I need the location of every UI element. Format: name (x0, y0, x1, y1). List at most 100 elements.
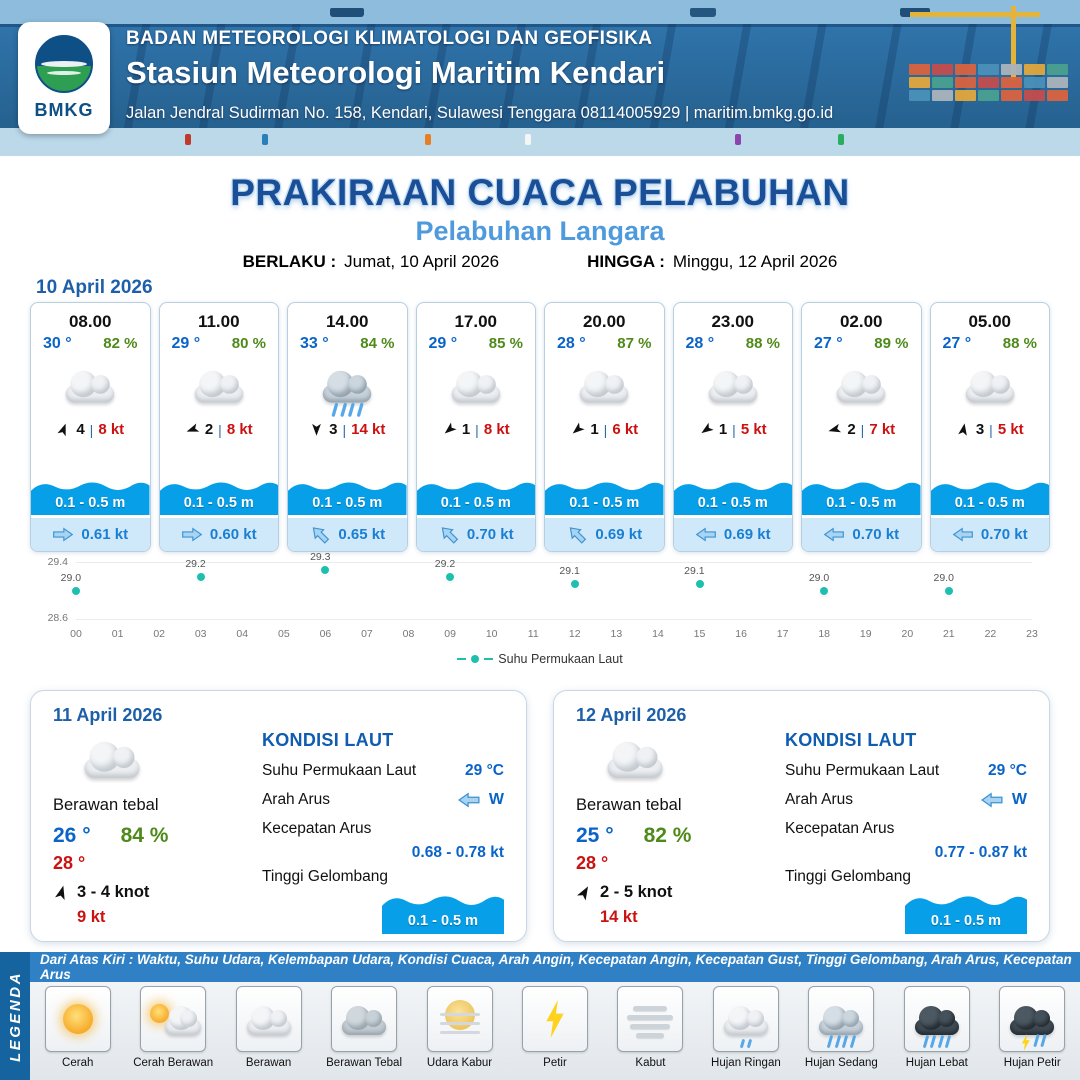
data-point (446, 573, 455, 581)
wave-height: 0.1 - 0.5 m (312, 495, 383, 511)
legend-label: Cerah Berawan (133, 1057, 214, 1069)
x-axis-tick: 01 (111, 628, 124, 640)
wind-row: 3 - 4 knot (53, 883, 256, 902)
legend-item: Kabut (603, 986, 698, 1069)
legend-icon-cloudy (235, 986, 302, 1052)
current-speed-label: Kecepatan Arus (784, 820, 895, 837)
hourly-forecast-card: 23.00 28 ° 88 % 1 | 5 kt 0.1 - 0.5 m 0.6… (672, 302, 793, 552)
legend-item: Berawan (221, 986, 316, 1069)
current-direction-icon (457, 791, 481, 809)
sst-label: Suhu Permukaan Laut (261, 762, 417, 779)
current-direction-icon (695, 526, 717, 543)
separator: | (732, 421, 736, 438)
daily-date: 12 April 2026 (576, 705, 687, 725)
humidity: 84 % (120, 824, 169, 847)
gust-speed: 6 kt (612, 421, 639, 438)
wind-row: 2 | 7 kt (802, 421, 921, 438)
air-temperature: 27 ° (942, 335, 972, 352)
wave-height-band: 0.1 - 0.5 m (802, 477, 921, 515)
legend-label: Udara Kabur (426, 1057, 493, 1069)
current-direction-label: Arah Arus (261, 791, 330, 808)
x-axis-tick: 20 (901, 628, 914, 640)
weather-icon-cloudy (160, 353, 279, 417)
legend-icon-fog (617, 986, 684, 1052)
wind-direction-icon (53, 884, 70, 901)
data-point (820, 587, 829, 595)
legend-icon-moderate-rain (808, 986, 875, 1052)
legend-label: Petir (543, 1057, 567, 1069)
surface-current-row: 0.60 kt (159, 518, 278, 551)
current-speed: 0.70 kt (980, 526, 1028, 543)
forecast-time: 23.00 (711, 312, 755, 331)
x-axis-tick: 07 (361, 628, 373, 640)
sst-value: 29 °C (988, 762, 1027, 779)
gust-speed: 8 kt (98, 421, 125, 438)
wave-height-box: 0.1 - 0.5 m (381, 890, 504, 934)
temperature-max: 28 ° (53, 853, 86, 873)
weather-icon-cloudy (31, 353, 150, 417)
legend-item: Hujan Lebat (889, 986, 984, 1069)
x-axis-labels: 00 01 02 03 04 05 06 07 08 09 10 11 12 13 14 15 16 17 18 19… (70, 628, 1038, 642)
forecast-time: 02.00 (839, 312, 883, 331)
legend-icon-thunderstorm (999, 986, 1066, 1052)
x-axis-tick: 06 (319, 628, 332, 640)
data-point-label: 29.2 (434, 557, 456, 570)
x-axis-tick: 15 (693, 628, 706, 640)
legend-icon-lightning (521, 986, 588, 1052)
legend-label: Cerah (62, 1057, 94, 1069)
hourly-forecast-card: 11.00 29 ° 80 % 2 | 8 kt 0.1 - 0.5 m 0.6… (158, 302, 279, 552)
wind-speed-value: 1 (461, 421, 471, 438)
wind-speed-value: 2 (204, 421, 214, 438)
page-title: PRAKIRAAN CUACA PELABUHAN (230, 172, 850, 213)
air-temperature: 28 ° (557, 335, 586, 352)
sea-conditions-title: KONDISI LAUT (261, 730, 394, 750)
current-direction-icon (52, 526, 74, 543)
gust-speed: 8 kt (483, 421, 510, 438)
temperature-max: 28 ° (576, 853, 609, 873)
humidity: 87 % (617, 335, 652, 352)
wave-height: 0.1 - 0.5 m (407, 913, 479, 929)
hourly-forecast-card: 14.00 33 ° 84 % 3 | 14 kt 0.1 - 0.5 m 0.… (287, 302, 408, 552)
wind-speed-value: 3 (329, 421, 338, 438)
current-direction-label: Arah Arus (784, 791, 853, 808)
forecast-date-heading: 10 April 2026 (36, 277, 153, 298)
current-direction-icon (181, 526, 203, 543)
y-axis-tick: 29.4 (47, 556, 68, 568)
legend-label: Kabut (635, 1057, 666, 1069)
sea-conditions-panel: KONDISI LAUT Suhu Permukaan Laut 29 °C A… (779, 730, 1027, 934)
current-speed: 0.65 kt (338, 526, 386, 543)
ship-icon (330, 8, 364, 17)
x-axis-tick: 04 (236, 628, 249, 640)
current-direction-icon (823, 526, 845, 543)
wind-direction-icon (576, 884, 593, 901)
legend-label: Hujan Ringan (711, 1057, 781, 1069)
x-axis-tick: 11 (527, 628, 539, 640)
current-direction: W (488, 791, 504, 808)
humidity: 89 % (874, 335, 909, 352)
current-speed: 0.70 kt (852, 526, 900, 543)
current-speed-value: 0.68 - 0.78 kt (411, 844, 504, 861)
container-stack-illustration (909, 64, 1068, 101)
wind-direction-icon (827, 422, 842, 437)
wind-direction-icon (570, 422, 585, 437)
separator: | (603, 421, 608, 438)
chart-legend-label: Suhu Permukaan Laut (498, 652, 623, 666)
wind-direction-icon (56, 422, 71, 437)
wind-row: 3 | 5 kt (931, 421, 1050, 438)
data-point (944, 587, 953, 595)
x-axis-tick: 21 (942, 628, 955, 640)
validity-period: BERLAKU : Jumat, 10 April 2026 HINGGA : Mi… (0, 252, 1080, 272)
agency-name: BADAN METEOROLOGI KLIMATOLOGI DAN GEOFIS… (126, 28, 653, 49)
wind-speed-value: 2 (847, 421, 856, 438)
chart-legend: Suhu Permukaan Laut (30, 652, 1050, 666)
x-axis-tick: 05 (277, 628, 290, 640)
y-axis-tick: 28.6 (47, 612, 68, 624)
wind-row: 4 | 8 kt (31, 421, 150, 438)
surface-current-row: 0.69 kt (545, 518, 664, 551)
separator: | (860, 421, 865, 438)
wind-row: 1 | 6 kt (545, 421, 664, 438)
data-point (570, 580, 579, 588)
sea-conditions-title: KONDISI LAUT (784, 730, 917, 750)
forecast-time: 05.00 (968, 312, 1012, 331)
separator: | (89, 421, 94, 438)
